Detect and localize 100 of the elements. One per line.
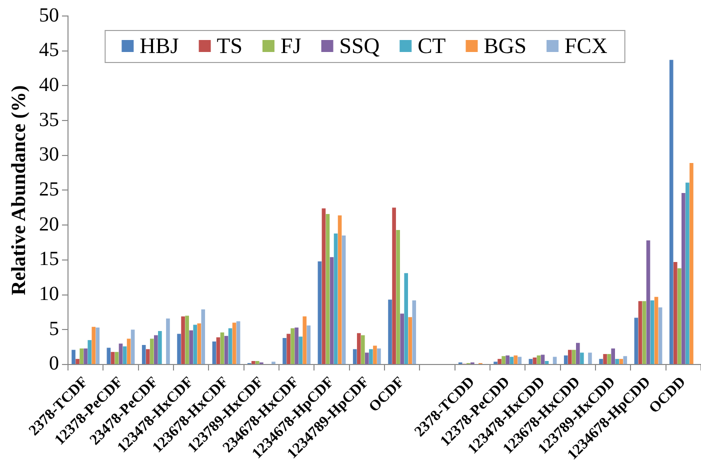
bar [544,361,549,364]
bar [150,338,154,364]
bar [92,326,96,364]
bar [228,328,232,364]
bar [588,352,592,364]
bar [498,358,502,364]
bar [611,348,615,364]
bar [118,344,123,364]
bar [232,322,236,364]
bar [110,352,115,364]
bar [286,334,290,364]
bar [392,208,396,364]
bar [369,349,373,364]
y-tick-label: 15 [39,248,59,270]
y-tick-label: 50 [39,4,59,26]
y-tick-label: 25 [39,178,59,200]
bar [142,344,146,364]
bar [356,333,361,364]
bar [318,261,322,364]
bar [130,330,135,364]
bar [146,349,150,364]
bar [568,350,572,364]
bar [528,358,533,364]
bar [193,324,198,364]
bar [646,240,650,364]
y-tick-label: 35 [39,108,59,131]
bar [197,323,202,364]
bar [638,301,642,364]
bar [396,230,400,364]
bar [502,356,506,364]
bar [658,307,662,364]
bar [236,321,240,364]
bar [96,328,100,364]
bar [294,328,298,364]
bar [302,316,307,364]
bar [306,325,311,364]
legend-label: SSQ [339,32,380,58]
bar [338,215,342,364]
bar [322,208,326,364]
bar [201,309,206,364]
bar [334,233,338,364]
bar [623,356,628,364]
bar [114,352,119,364]
bar [352,349,357,364]
bar [518,356,522,364]
bar [510,356,514,364]
bar [106,348,111,364]
bar [224,336,228,364]
bar [326,214,330,364]
bar [572,350,576,364]
bar [88,340,92,364]
bar [177,334,181,364]
bar [540,354,545,364]
y-tick-label: 0 [49,352,59,375]
bar [212,341,216,364]
bar [603,354,607,364]
bar [220,332,224,364]
bar [154,335,158,364]
bar [650,300,654,364]
bar [686,182,690,364]
bar [365,352,369,364]
bar [673,262,678,364]
bar [400,314,404,364]
bar [576,342,580,364]
bar [330,257,334,364]
bar [290,328,294,364]
bar [412,300,416,364]
bar [251,361,256,364]
bar [599,358,603,364]
bar [388,300,392,364]
bar [682,193,686,364]
bar [619,358,624,364]
y-axis-title: Relative Abundance (%) [8,85,30,296]
bar [690,163,694,364]
bar [634,318,638,364]
bar [84,348,88,364]
bar [282,338,286,364]
legend-label: FCX [564,32,608,58]
bar [185,316,189,364]
y-tick-label: 40 [39,74,59,96]
y-tick-label: 5 [49,318,59,340]
bar [342,236,346,364]
bar [255,361,260,364]
bar [216,337,220,364]
bar [408,317,412,364]
bar [580,352,584,364]
legend-label: FJ [280,32,302,58]
bar [377,348,381,364]
y-tick-label: 10 [39,283,59,306]
bar [654,296,658,364]
bar [76,358,80,364]
bar [404,273,408,364]
bar [166,318,170,364]
bar [615,358,620,364]
legend-label: BGS [484,32,527,58]
bar [514,355,518,364]
bar [360,335,365,364]
bar [607,354,611,364]
legend-label: CT [418,32,446,58]
bar [126,338,131,364]
